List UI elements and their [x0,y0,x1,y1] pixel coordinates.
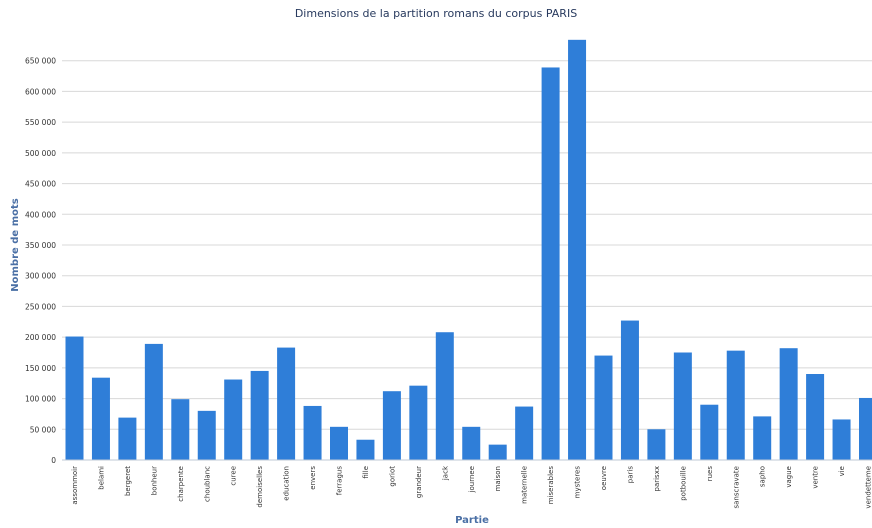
bar-grandeur [409,385,428,460]
bar-choublanc [197,410,216,460]
bar-oeuvre [594,355,613,460]
x-axis-title: Partie [455,515,489,526]
y-tick-label: 50 000 [30,425,56,434]
x-tick-label: vendetteme [865,466,872,509]
y-tick-label: 350 000 [25,241,56,250]
x-tick-label: parisxx [653,466,661,492]
bar-jack [435,332,454,460]
y-tick-label: 100 000 [25,395,56,404]
x-tick-label: potbouille [679,466,687,501]
y-tick-label: 650 000 [25,57,56,66]
gridlines [62,60,872,430]
y-tick-label: 550 000 [25,118,56,127]
bar-vendetteme [859,397,872,460]
x-tick-label: bonheur [150,466,158,495]
bar-charpente [171,399,190,460]
bar-ferragus [330,426,348,460]
bar-potbouille [673,352,692,460]
x-axis-ticks: assommoir belami bergeret bonheur charpente c… [71,465,872,509]
bar-bergeret [118,417,137,460]
y-tick-label: 600 000 [25,87,56,96]
bars [65,39,872,460]
x-tick-label: ferragus [336,466,344,496]
bar-rues [700,404,719,460]
x-tick-label: vie [838,466,846,476]
x-tick-label: journee [468,466,476,493]
bar-fille [356,439,375,460]
bar-sanscravate [726,350,745,460]
x-tick-label: charpente [177,466,185,502]
bar-education [277,347,296,460]
y-tick-label: 450 000 [25,180,56,189]
bar-envers [303,405,322,460]
bar-demoiselles [250,370,269,460]
x-tick-label: curee [230,466,238,486]
y-tick-label: 300 000 [25,272,56,281]
x-tick-label: rues [706,466,714,482]
y-tick-label: 0 [51,456,56,465]
bar-curee [224,379,243,460]
x-tick-label: ventre [812,466,820,489]
bar-mysteres [568,39,587,460]
y-tick-label: 200 000 [25,333,56,342]
y-tick-label: 500 000 [25,149,56,158]
x-tick-label: fille [362,466,370,479]
bar-sapho [753,416,772,460]
bar-belami [91,377,110,460]
bar-vague [779,348,798,460]
x-tick-label: grandeur [415,466,423,498]
x-tick-label: maternelle [521,466,529,504]
y-tick-label: 400 000 [25,210,56,219]
bar-maternelle [515,406,534,460]
x-tick-label: miserables [547,466,555,505]
x-tick-label: envers [309,466,317,490]
y-tick-label: 150 000 [25,364,56,373]
bar-parisxx [647,429,666,460]
x-tick-label: goriot [388,466,396,487]
bar-journee [462,426,481,460]
x-tick-label: maison [494,466,502,491]
bar-ventre [806,374,825,460]
x-tick-label: oeuvre [600,466,608,490]
x-tick-label: bergeret [124,466,132,496]
bar-maison [488,444,507,460]
bar-goriot [382,391,401,460]
x-tick-label: demoiselles [256,466,264,508]
x-tick-label: assommoir [71,466,79,505]
x-tick-label: choublanc [203,466,211,502]
bar-vie [832,419,851,460]
x-tick-label: sapho [759,466,767,487]
x-tick-label: education [283,466,291,501]
y-axis-title: Nombre de mots [10,198,21,292]
y-axis-ticks: 0 50 000 100 000 150 000 200 000 250 000 300 0… [25,57,56,465]
bar-miserables [541,67,560,460]
x-tick-label: belami [97,466,105,490]
x-tick-label: jack [441,465,449,481]
bar-bonheur [144,343,163,460]
bar-assommoir [65,336,84,460]
chart-title: Dimensions de la partition romans du cor… [295,7,577,20]
x-tick-label: paris [626,466,634,484]
bar-paris [620,320,639,460]
x-tick-label: mysteres [574,466,582,499]
x-tick-label: sanscravate [732,466,740,509]
y-tick-label: 250 000 [25,302,56,311]
x-tick-label: vague [785,466,793,488]
